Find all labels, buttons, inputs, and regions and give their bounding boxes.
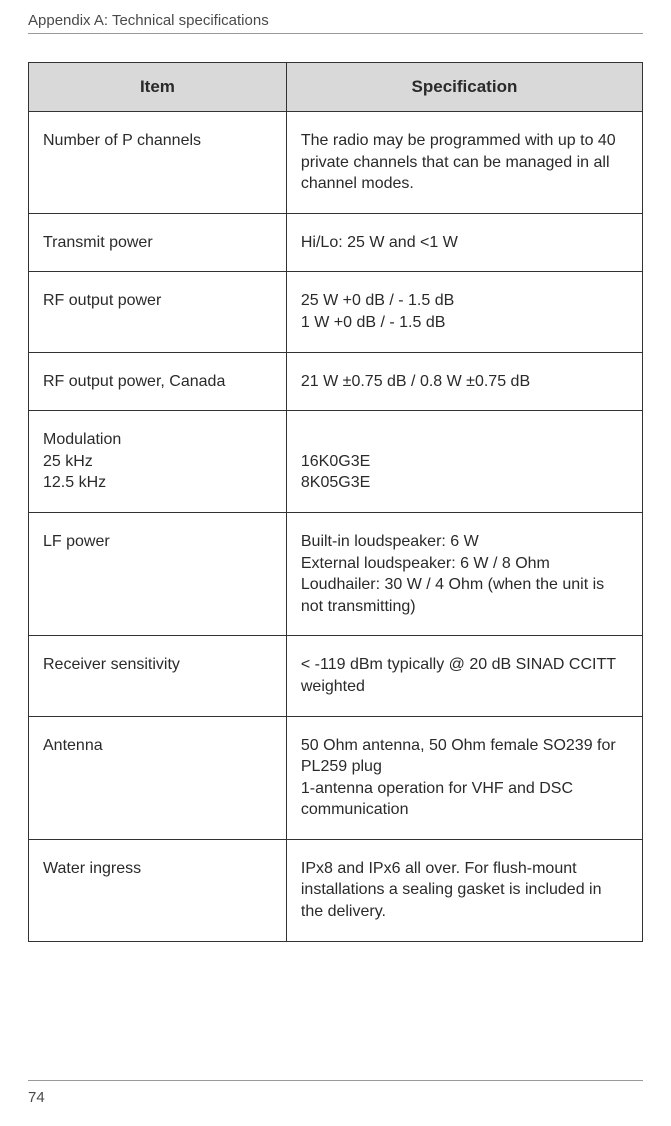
spec-line	[301, 429, 628, 451]
spec-line: External loudspeaker: 6 W / 8 Ohm	[301, 553, 628, 575]
item-cell: Water ingress	[29, 839, 287, 941]
spec-line: 1 W +0 dB / - 1.5 dB	[301, 312, 628, 334]
spec-cell: 16K0G3E 8K05G3E	[286, 411, 642, 513]
page-number: 74	[28, 1089, 643, 1106]
spec-line: 50 Ohm antenna, 50 Ohm female SO239 for …	[301, 735, 628, 778]
spec-line: 1-antenna operation for VHF and DSC comm…	[301, 778, 628, 821]
spec-cell: 21 W ±0.75 dB / 0.8 W ±0.75 dB	[286, 352, 642, 411]
spec-line: 25 W +0 dB / - 1.5 dB	[301, 290, 628, 312]
col-header-spec: Specification	[286, 63, 642, 112]
spec-table: Item Specification Number of P channels …	[28, 62, 643, 942]
spec-line: 8K05G3E	[301, 472, 628, 494]
table-row: Receiver sensitivity < -119 dBm typicall…	[29, 636, 643, 716]
item-cell: LF power	[29, 512, 287, 635]
table-header-row: Item Specification	[29, 63, 643, 112]
spec-cell: < -119 dBm typically @ 20 dB SINAD CCITT…	[286, 636, 642, 716]
spec-cell: Built-in loudspeaker: 6 W External louds…	[286, 512, 642, 635]
table-row: Transmit power Hi/Lo: 25 W and <1 W	[29, 213, 643, 272]
item-cell: Modulation 25 kHz 12.5 kHz	[29, 411, 287, 513]
spec-line: Loudhailer: 30 W / 4 Ohm (when the unit …	[301, 574, 628, 617]
table-row: Water ingress IPx8 and IPx6 all over. Fo…	[29, 839, 643, 941]
spec-line: Built-in loudspeaker: 6 W	[301, 531, 628, 553]
item-cell: Transmit power	[29, 213, 287, 272]
item-line: Modulation	[43, 429, 272, 451]
table-row: RF output power 25 W +0 dB / - 1.5 dB 1 …	[29, 272, 643, 352]
item-cell: Antenna	[29, 716, 287, 839]
spec-cell: 25 W +0 dB / - 1.5 dB 1 W +0 dB / - 1.5 …	[286, 272, 642, 352]
item-cell: Receiver sensitivity	[29, 636, 287, 716]
table-row: Number of P channels The radio may be pr…	[29, 112, 643, 214]
item-cell: RF output power	[29, 272, 287, 352]
table-row: RF output power, Canada 21 W ±0.75 dB / …	[29, 352, 643, 411]
spec-cell: Hi/Lo: 25 W and <1 W	[286, 213, 642, 272]
table-row: LF power Built-in loudspeaker: 6 W Exter…	[29, 512, 643, 635]
table-row: Modulation 25 kHz 12.5 kHz 16K0G3E 8K05G…	[29, 411, 643, 513]
page-footer: 74	[28, 1080, 643, 1106]
page-header: Appendix A: Technical specifications	[28, 12, 643, 34]
item-line: 25 kHz	[43, 451, 272, 473]
table-row: Antenna 50 Ohm antenna, 50 Ohm female SO…	[29, 716, 643, 839]
item-cell: Number of P channels	[29, 112, 287, 214]
spec-cell: IPx8 and IPx6 all over. For flush-mount …	[286, 839, 642, 941]
item-line: 12.5 kHz	[43, 472, 272, 494]
col-header-item: Item	[29, 63, 287, 112]
spec-cell: The radio may be programmed with up to 4…	[286, 112, 642, 214]
spec-cell: 50 Ohm antenna, 50 Ohm female SO239 for …	[286, 716, 642, 839]
spec-line: 16K0G3E	[301, 451, 628, 473]
item-cell: RF output power, Canada	[29, 352, 287, 411]
